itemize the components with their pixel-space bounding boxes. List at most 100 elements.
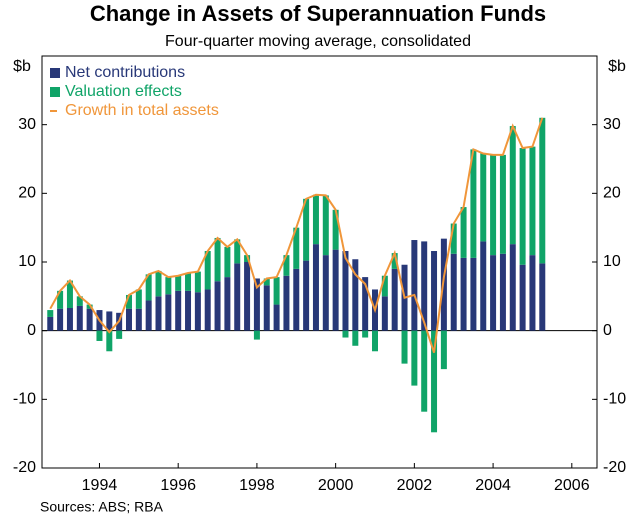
bar bbox=[185, 290, 192, 331]
x-tick-label: 2002 bbox=[397, 477, 433, 494]
bar bbox=[519, 148, 526, 265]
bar bbox=[273, 304, 280, 331]
bar bbox=[145, 300, 152, 331]
bar bbox=[342, 330, 349, 338]
bar bbox=[421, 330, 428, 412]
legend-label: Net contributions bbox=[65, 64, 185, 81]
bar bbox=[431, 330, 438, 433]
y2-tick-label: 30 bbox=[603, 116, 621, 133]
y-tick-label: 0 bbox=[27, 322, 36, 339]
bar bbox=[421, 241, 428, 331]
bar bbox=[106, 330, 113, 352]
bar bbox=[135, 289, 142, 309]
bar bbox=[381, 275, 388, 297]
legend-label: Valuation effects bbox=[65, 83, 182, 100]
bar bbox=[381, 296, 388, 331]
y2-tick-label: 20 bbox=[603, 185, 621, 202]
bar bbox=[283, 255, 290, 276]
bar bbox=[283, 275, 290, 331]
bar bbox=[362, 330, 369, 338]
bar bbox=[391, 253, 398, 269]
bar bbox=[460, 207, 467, 258]
bar bbox=[234, 239, 241, 264]
bar bbox=[106, 311, 113, 331]
bar bbox=[234, 263, 241, 331]
y-axis-label: $b bbox=[13, 58, 31, 75]
y-tick-label: 20 bbox=[18, 185, 36, 202]
bar bbox=[480, 241, 487, 331]
bar bbox=[529, 255, 536, 331]
bar bbox=[312, 194, 319, 245]
bar bbox=[76, 296, 83, 306]
bar bbox=[175, 275, 182, 291]
chart-subtitle: Four-quarter moving average, consolidate… bbox=[165, 33, 471, 50]
x-tick-label: 2006 bbox=[554, 477, 590, 494]
x-tick-label: 1998 bbox=[239, 477, 275, 494]
bar bbox=[96, 330, 103, 341]
legend-swatch bbox=[50, 87, 60, 97]
bar bbox=[322, 255, 329, 331]
bar bbox=[244, 255, 251, 262]
bar bbox=[224, 246, 231, 278]
y2-tick-label: 10 bbox=[603, 253, 621, 270]
bar bbox=[86, 304, 93, 309]
bar bbox=[312, 244, 319, 331]
x-tick-label: 2004 bbox=[475, 477, 511, 494]
bar bbox=[499, 253, 506, 331]
bar bbox=[194, 292, 201, 331]
bar bbox=[490, 154, 497, 256]
x-tick-label: 2000 bbox=[318, 477, 354, 494]
bar bbox=[352, 330, 359, 346]
bar bbox=[539, 117, 546, 264]
bar bbox=[332, 209, 339, 250]
y-tick-label: -20 bbox=[13, 459, 36, 476]
bar bbox=[224, 277, 231, 331]
bar bbox=[450, 253, 457, 331]
bar bbox=[165, 294, 172, 331]
bar bbox=[529, 146, 536, 256]
bar bbox=[194, 271, 201, 293]
x-tick-label: 1996 bbox=[160, 477, 196, 494]
chart-title: Change in Assets of Superannuation Funds bbox=[90, 1, 546, 26]
sources: Sources: ABS; RBA bbox=[40, 499, 164, 515]
bar bbox=[253, 330, 260, 340]
bar bbox=[214, 237, 221, 282]
bar bbox=[263, 278, 270, 286]
bar bbox=[253, 278, 260, 331]
bar bbox=[499, 154, 506, 254]
bar bbox=[66, 308, 73, 331]
legend-label: Growth in total assets bbox=[65, 102, 219, 119]
bar bbox=[57, 308, 64, 331]
bar bbox=[470, 257, 477, 331]
bar bbox=[155, 296, 162, 331]
bar bbox=[116, 330, 123, 339]
bar bbox=[303, 198, 310, 261]
bar bbox=[244, 262, 251, 331]
x-tick-label: 1994 bbox=[82, 477, 118, 494]
bar bbox=[185, 272, 192, 291]
bar bbox=[293, 268, 300, 331]
bar bbox=[519, 264, 526, 331]
bar bbox=[293, 227, 300, 269]
bar bbox=[460, 257, 467, 331]
y2-tick-label: -20 bbox=[603, 459, 626, 476]
bar bbox=[273, 277, 280, 305]
bar bbox=[332, 249, 339, 331]
bar bbox=[214, 281, 221, 331]
bar bbox=[263, 285, 270, 331]
line bbox=[49, 117, 544, 353]
bar bbox=[362, 277, 369, 331]
bar bbox=[135, 308, 142, 331]
bar bbox=[57, 290, 64, 309]
bar bbox=[175, 290, 182, 331]
bar bbox=[155, 270, 162, 297]
bar bbox=[76, 305, 83, 331]
bar bbox=[342, 251, 349, 331]
bar bbox=[352, 259, 359, 331]
bar bbox=[539, 263, 546, 331]
y-tick-label: -10 bbox=[13, 391, 36, 408]
bar bbox=[66, 280, 73, 309]
bar bbox=[165, 277, 172, 295]
bar bbox=[440, 330, 447, 370]
